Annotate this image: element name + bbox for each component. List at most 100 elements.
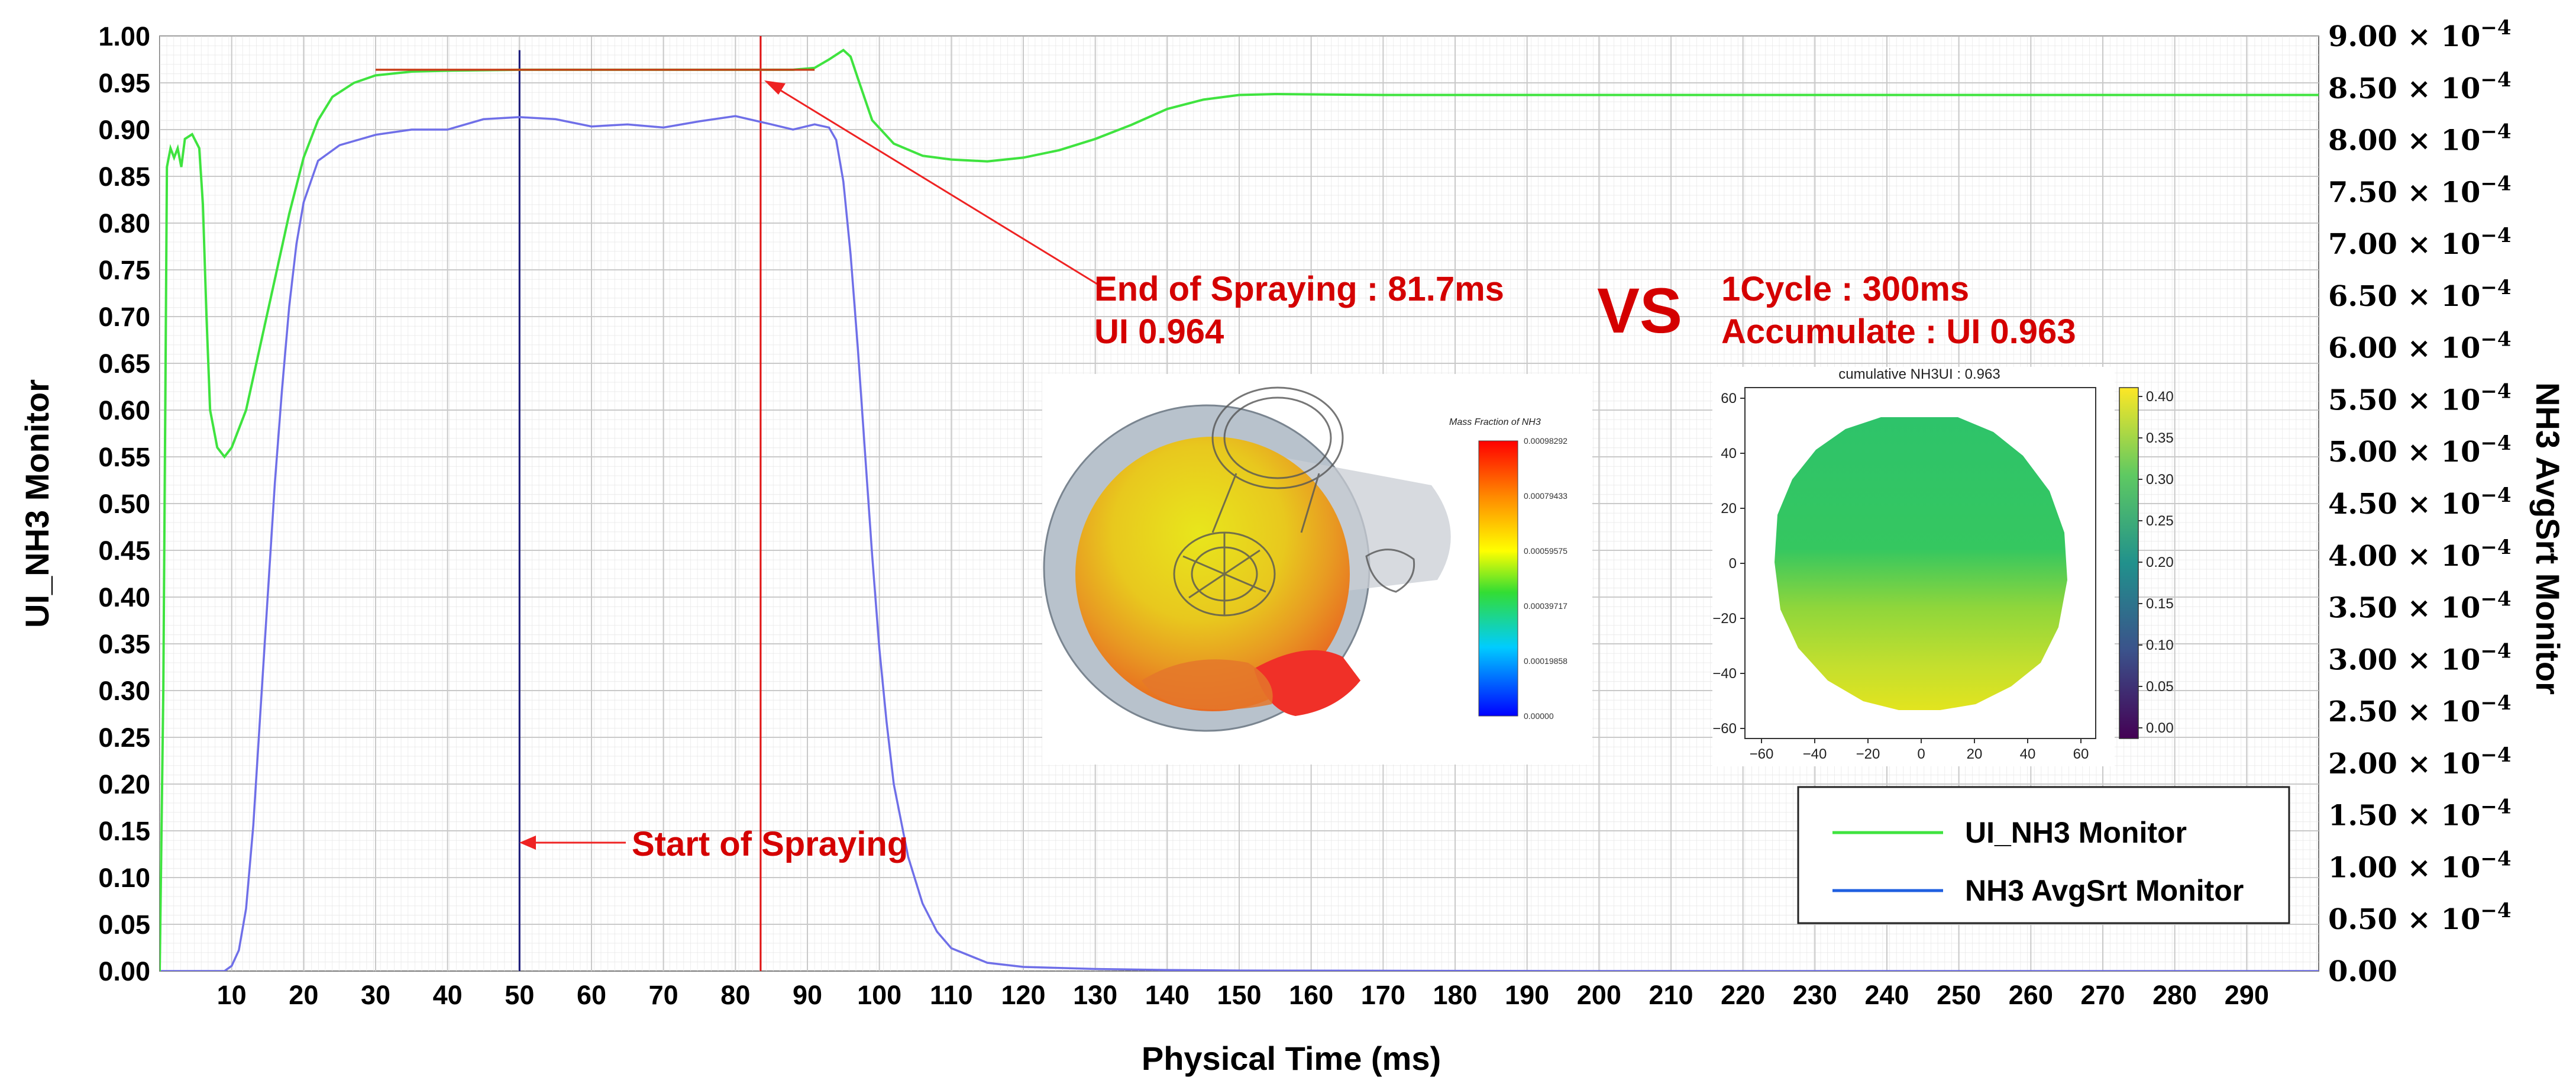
y-left-tick-label: 1.00 [98, 21, 150, 51]
y-right-tick-label: 8.00 × 10−4 [2328, 120, 2512, 157]
y-left-tick-label: 0.55 [98, 442, 150, 472]
legend-box [1797, 786, 2290, 924]
uniformity-y-tick: 0 [1729, 556, 1737, 572]
x-tick-label: 10 [217, 980, 247, 1010]
vs-label: VS [1597, 275, 1682, 346]
end-of-spraying-arrow [764, 80, 1098, 285]
start-of-spraying-label: Start of Spraying [632, 825, 908, 863]
x-tick-label: 110 [930, 980, 973, 1010]
end-of-spraying-ui-label: UI 0.964 [1094, 312, 1224, 351]
y-left-axis-title: UI_NH3 Monitor [18, 379, 56, 628]
y-left-tick-label: 0.75 [98, 255, 150, 285]
start-of-spraying-arrow [519, 836, 626, 850]
uniformity-colorbar-tick: 0.35 [2146, 430, 2174, 446]
cfd-hotspot [1254, 650, 1360, 716]
uniformity-inset: cumulative NH3UI : 0.963 −60 −40 −20 0 20 40 6… [1712, 366, 2174, 766]
y-right-tick-label: 0.50 × 10−4 [2328, 899, 2512, 936]
uniformity-title: cumulative NH3UI : 0.963 [1838, 366, 2000, 382]
y-left-tick-label: 0.45 [98, 536, 150, 566]
y-left-tick-label: 0.65 [98, 349, 150, 379]
x-tick-label: 40 [433, 980, 463, 1010]
x-axis-title: Physical Time (ms) [1142, 1040, 1441, 1077]
y-left-tick-label: 0.35 [98, 629, 150, 659]
x-tick-label: 30 [361, 980, 390, 1010]
y-left-tick-label: 0.10 [98, 863, 150, 893]
cfd-contour-face [1075, 437, 1350, 711]
x-tick-label: 290 [2225, 980, 2269, 1010]
uniformity-x-tick: −20 [1856, 746, 1880, 762]
x-tick-label: 190 [1505, 980, 1549, 1010]
x-tick-label: 280 [2152, 980, 2197, 1010]
uniformity-colorbar-tick: 0.25 [2146, 513, 2174, 529]
cycle-label: 1Cycle : 300ms [1721, 270, 1969, 308]
uniformity-x-tick: −60 [1750, 746, 1774, 762]
y-right-tick-label: 3.00 × 10−4 [2328, 639, 2512, 676]
x-tick-label: 80 [720, 980, 750, 1010]
uniformity-colorbar-tick: 0.05 [2146, 679, 2174, 695]
cfd-colorbar-label: 0.00039717 [1524, 601, 1567, 611]
x-tick-label: 240 [1864, 980, 1909, 1010]
y-right-tick-label: 7.50 × 10−4 [2328, 172, 2512, 209]
x-tick-label: 260 [2009, 980, 2053, 1010]
x-tick-label: 50 [505, 980, 534, 1010]
x-tick-label: 70 [649, 980, 678, 1010]
uniformity-x-ticks: −60 −40 −20 0 20 40 60 [1750, 739, 2089, 762]
y-left-tick-label: 0.05 [98, 910, 150, 940]
uniformity-colorbar-tick: 0.15 [2146, 596, 2174, 612]
y-right-tick-label: 5.00 × 10−4 [2328, 431, 2512, 469]
legend: UI_NH3 Monitor NH3 AvgSrt Monitor [1797, 786, 2290, 924]
y-right-tick-label: 8.50 × 10−4 [2328, 68, 2512, 105]
cfd-colorbar-label: 0.00000 [1524, 711, 1554, 721]
x-tick-label: 200 [1577, 980, 1621, 1010]
cfd-colorbar-label: 0.00079433 [1524, 491, 1567, 501]
x-tick-label: 230 [1793, 980, 1837, 1010]
y-right-tick-labels: 0.00 0.50 × 10−4 1.00 × 10−4 1.50 × 10−4 2.0… [2328, 16, 2512, 988]
y-right-tick-label: 1.50 × 10−4 [2328, 795, 2512, 833]
y-right-tick-label: 5.50 × 10−4 [2328, 379, 2512, 417]
y-right-tick-label: 7.00 × 10−4 [2328, 224, 2512, 261]
uniformity-y-tick: 40 [1721, 446, 1737, 462]
uniformity-colorbar-tick: 0.40 [2146, 389, 2174, 405]
y-left-tick-label: 0.00 [98, 956, 150, 986]
cfd-mixer-geometry [1173, 386, 1415, 617]
y-right-tick-label: 2.00 × 10−4 [2328, 743, 2512, 781]
uniformity-colorbar-tick: 0.20 [2146, 554, 2174, 570]
y-left-tick-label: 0.70 [98, 302, 150, 332]
y-left-tick-label: 0.20 [98, 769, 150, 799]
y-left-tick-label: 0.60 [98, 395, 150, 425]
cfd-colorbar-label: 0.00059575 [1524, 546, 1567, 556]
uniformity-x-tick: −40 [1803, 746, 1827, 762]
uniformity-x-tick: 60 [2073, 746, 2089, 762]
x-tick-label: 270 [2080, 980, 2125, 1010]
y-right-tick-label: 4.00 × 10−4 [2328, 536, 2512, 573]
x-tick-label: 180 [1433, 980, 1477, 1010]
cfd-inset: Mass Fraction of NH3 0.00098292 0.0007943… [1042, 374, 1592, 765]
x-tick-label: 90 [793, 980, 822, 1010]
uniformity-y-tick: −60 [1712, 721, 1737, 737]
cfd-colorbar-title: Mass Fraction of NH3 [1449, 417, 1541, 427]
uniformity-colorbar-ticks: 0.40 0.35 0.30 0.25 0.20 0.15 0.10 0.05 0.00 [2138, 389, 2174, 736]
y-right-tick-label: 3.50 × 10−4 [2328, 588, 2512, 625]
x-tick-label: 160 [1289, 980, 1333, 1010]
x-tick-label: 210 [1649, 980, 1693, 1010]
uniformity-map [1775, 417, 2067, 710]
x-tick-label: 100 [857, 980, 901, 1010]
y-left-tick-label: 0.50 [98, 489, 150, 519]
y-left-tick-labels: 0.00 0.05 0.10 0.15 0.20 0.25 0.30 0.35 0.40 0.45… [98, 21, 150, 986]
end-of-spraying-label: End of Spraying : 81.7ms [1094, 270, 1504, 308]
cfd-colorbar-labels: 0.00098292 0.00079433 0.00059575 0.00039717… [1524, 436, 1567, 721]
uniformity-x-tick: 20 [1967, 746, 1983, 762]
x-tick-label: 130 [1073, 980, 1117, 1010]
uniformity-y-tick: −20 [1712, 611, 1737, 627]
x-tick-label: 150 [1217, 980, 1261, 1010]
cfd-orange-zone [1142, 659, 1273, 710]
y-left-tick-label: 0.85 [98, 162, 150, 192]
uniformity-y-tick: −40 [1712, 666, 1737, 682]
x-tick-labels: 10 20 30 40 50 60 70 80 90 100 110 120 130 140 150 160 1… [217, 980, 2269, 1010]
y-left-tick-label: 0.15 [98, 816, 150, 846]
uniformity-x-tick: 40 [2020, 746, 2036, 762]
x-tick-label: 140 [1145, 980, 1190, 1010]
y-left-tick-label: 0.40 [98, 582, 150, 612]
uniformity-y-ticks: 60 40 20 0 −20 −40 −60 [1712, 391, 1745, 737]
